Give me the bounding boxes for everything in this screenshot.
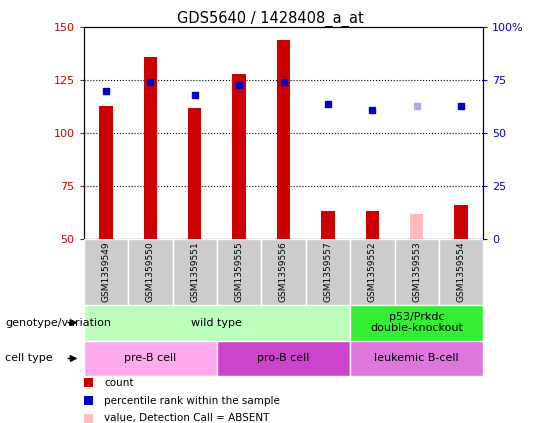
Text: value, Detection Call = ABSENT: value, Detection Call = ABSENT	[104, 413, 269, 423]
Text: pre-B cell: pre-B cell	[124, 354, 177, 363]
Bar	[395, 239, 439, 305]
Bar	[172, 239, 217, 305]
Text: GSM1359554: GSM1359554	[457, 242, 465, 302]
Text: leukemic B-cell: leukemic B-cell	[374, 354, 459, 363]
Bar	[128, 239, 172, 305]
Text: count: count	[104, 378, 134, 388]
Text: cell type: cell type	[5, 354, 53, 363]
Bar	[277, 40, 290, 239]
Text: wild type: wild type	[192, 318, 242, 327]
Bar	[366, 212, 379, 239]
Bar	[84, 239, 128, 305]
Bar	[410, 214, 423, 239]
Bar	[99, 106, 112, 239]
Text: percentile rank within the sample: percentile rank within the sample	[104, 396, 280, 406]
Bar	[188, 108, 201, 239]
Bar	[144, 57, 157, 239]
Bar	[84, 305, 350, 341]
Text: GSM1359556: GSM1359556	[279, 242, 288, 302]
Bar	[261, 239, 306, 305]
Bar	[350, 239, 395, 305]
Bar	[321, 212, 335, 239]
Text: GDS5640 / 1428408_a_at: GDS5640 / 1428408_a_at	[177, 11, 363, 27]
Bar	[455, 205, 468, 239]
Text: GSM1359551: GSM1359551	[190, 242, 199, 302]
Bar	[84, 341, 217, 376]
Text: GSM1359550: GSM1359550	[146, 242, 155, 302]
Bar	[232, 74, 246, 239]
Text: GSM1359552: GSM1359552	[368, 242, 377, 302]
Text: GSM1359549: GSM1359549	[102, 242, 110, 302]
Bar	[217, 239, 261, 305]
Text: genotype/variation: genotype/variation	[5, 318, 111, 327]
Bar	[439, 239, 483, 305]
Text: p53/Prkdc
double-knockout: p53/Prkdc double-knockout	[370, 312, 463, 333]
Text: GSM1359553: GSM1359553	[412, 242, 421, 302]
Bar	[350, 341, 483, 376]
Text: GSM1359555: GSM1359555	[234, 242, 244, 302]
Text: GSM1359557: GSM1359557	[323, 242, 333, 302]
Bar	[217, 341, 350, 376]
Text: pro-B cell: pro-B cell	[258, 354, 309, 363]
Bar	[350, 305, 483, 341]
Bar	[306, 239, 350, 305]
